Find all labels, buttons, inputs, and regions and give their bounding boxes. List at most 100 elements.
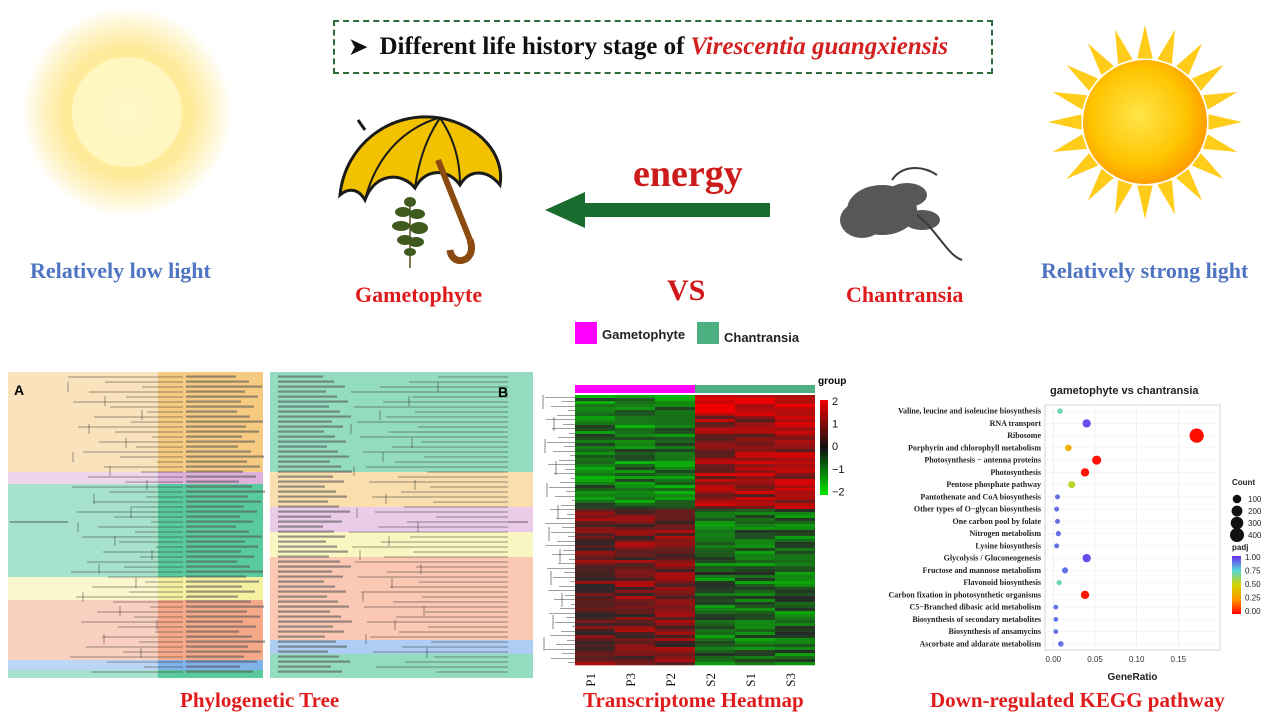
heatmap-cell	[735, 455, 775, 459]
heatmap-cell	[775, 620, 815, 624]
heatmap-cell	[775, 575, 815, 579]
heatmap-cell	[655, 644, 695, 648]
heatmap-cell	[695, 467, 735, 471]
heatmap-cell	[735, 425, 775, 429]
heatmap-cell	[775, 518, 815, 522]
heatmap-cell	[575, 638, 615, 642]
heatmap-cell	[615, 401, 655, 405]
heatmap-cell	[735, 524, 775, 528]
pathway-label: Carbon fixation in photosynthetic organi…	[889, 590, 1041, 599]
heatmap-cell	[735, 530, 775, 534]
group-bar-chantransia	[695, 385, 815, 393]
heatmap-cell	[735, 641, 775, 645]
heatmap-cell	[735, 497, 775, 501]
heatmap-cell	[655, 497, 695, 501]
heatmap-cell	[655, 539, 695, 543]
heatmap-cell	[695, 452, 735, 456]
heatmap-cell	[695, 593, 735, 597]
taxon-label	[278, 500, 328, 503]
heatmap-cell	[575, 500, 615, 504]
taxon-label	[186, 540, 245, 543]
pathway-dot	[1054, 518, 1061, 524]
heatmap-cell	[655, 647, 695, 651]
umbrella-icon	[338, 115, 503, 264]
heatmap-cell	[775, 458, 815, 462]
taxon-label	[278, 560, 340, 563]
chantransia-label: Chantransia	[846, 282, 964, 307]
taxon-label	[278, 525, 323, 528]
heatmap-cell	[775, 482, 815, 486]
heatmap-cell	[575, 575, 615, 579]
heatmap-cell	[655, 494, 695, 498]
heatmap-cell	[695, 479, 735, 483]
heatmap-cell	[575, 650, 615, 654]
heatmap-cell	[695, 638, 735, 642]
heatmap-cell	[735, 569, 775, 573]
heatmap-cell	[695, 446, 735, 450]
heatmap-cell	[695, 596, 735, 600]
heatmap-cell	[775, 428, 815, 432]
sun-ray	[1176, 168, 1203, 201]
heatmap-cell	[695, 401, 735, 405]
heatmap-cell	[655, 599, 695, 603]
heatmap-cell	[655, 467, 695, 471]
heatmap-column-label: S2	[703, 673, 718, 687]
heatmap-cell	[775, 623, 815, 627]
heatmap-cell	[615, 395, 655, 399]
sun-ray	[1176, 43, 1203, 76]
heatmap-cell	[575, 629, 615, 633]
heatmap-cell	[575, 524, 615, 528]
heatmap-color-scale	[820, 400, 828, 495]
pathway-dot	[1056, 579, 1062, 586]
heatmap-cell	[615, 554, 655, 558]
heatmap-cell	[655, 638, 695, 642]
heatmap-cell	[775, 446, 815, 450]
count-legend-dot	[1230, 528, 1244, 542]
taxon-label	[186, 570, 263, 573]
heatmap-cell	[775, 638, 815, 642]
heatmap-cell	[695, 545, 735, 549]
tree-label-b: B	[498, 384, 509, 400]
heatmap-cell	[775, 659, 815, 663]
heatmap-scale-tick: −1	[832, 464, 845, 476]
taxon-label	[278, 430, 324, 433]
heatmap-cell	[575, 491, 615, 495]
heatmap-cell	[575, 602, 615, 606]
heatmap-cell	[695, 644, 735, 648]
heatmap-cell	[655, 593, 695, 597]
heatmap-cell	[695, 491, 735, 495]
heatmap-cell	[775, 533, 815, 537]
pathway-label: One carbon pool by folate	[953, 517, 1042, 526]
heatmap-cell	[775, 557, 815, 561]
heatmap-cell	[775, 467, 815, 471]
heatmap-cell	[615, 659, 655, 663]
heatmap-cell	[615, 593, 655, 597]
heatmap-scale-tick: 0	[832, 441, 838, 453]
heatmap-cell	[735, 503, 775, 507]
sun-ray	[1208, 114, 1242, 130]
heatmap-cell	[775, 437, 815, 441]
heatmap-cell	[615, 566, 655, 570]
heatmap-cell	[575, 554, 615, 558]
heatmap-cell	[695, 413, 735, 417]
heatmap-cell	[735, 473, 775, 477]
heatmap-cell	[615, 437, 655, 441]
species-name: Virescentia guangxiensis	[690, 33, 949, 60]
heatmap-cell	[575, 569, 615, 573]
heatmap-cell	[695, 620, 735, 624]
heatmap-cell	[655, 611, 695, 615]
pathway-label: Nitrogen metabolism	[969, 529, 1041, 538]
heatmap-cell	[655, 626, 695, 630]
taxon-label	[186, 620, 243, 623]
heatmap-cell	[655, 485, 695, 489]
banner-prefix: Different life history stage of	[379, 33, 685, 60]
heatmap-cell	[695, 569, 735, 573]
clade-band	[8, 600, 158, 660]
heatmap-cell	[615, 461, 655, 465]
count-legend-dot	[1232, 494, 1242, 504]
heatmap-cell	[695, 587, 735, 591]
heatmap-cell	[655, 566, 695, 570]
heatmap-cell	[655, 443, 695, 447]
heatmap-cell	[575, 599, 615, 603]
heatmap-cell	[575, 485, 615, 489]
